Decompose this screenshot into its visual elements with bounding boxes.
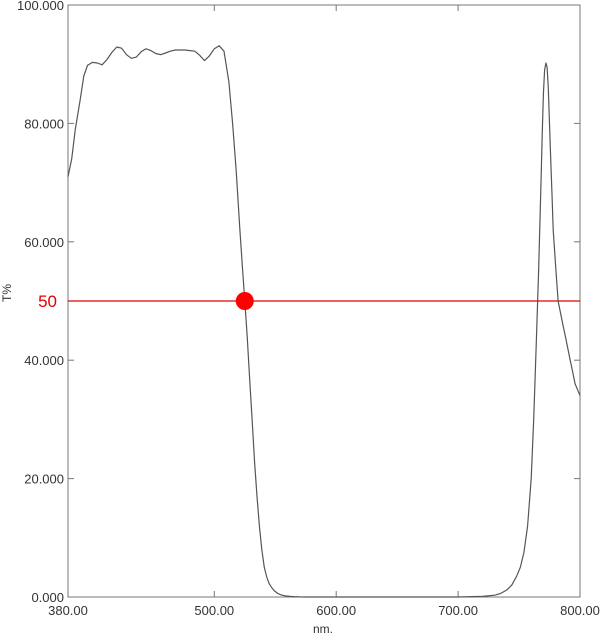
y-tick-label: 0.000 — [31, 590, 64, 605]
y-axis-title: T% — [0, 284, 14, 302]
x-tick-label: 600.00 — [316, 603, 356, 618]
y-tick-label: 100.000 — [17, 0, 64, 13]
x-tick-label: 800.00 — [560, 603, 600, 618]
y-tick-label: 60.000 — [24, 235, 64, 250]
x-axis-title: nm. — [313, 622, 333, 634]
series-line-transmission — [67, 45, 581, 598]
x-tick-label: 500.00 — [194, 603, 234, 618]
axis-ticks — [67, 4, 581, 598]
y-tick-label: 40.000 — [24, 353, 64, 368]
y-tick-label: 20.000 — [24, 472, 64, 487]
marker-point — [235, 292, 254, 310]
x-tick-label: 700.00 — [438, 603, 478, 618]
axis-tick-labels: 380.00 500.00 600.00 700.00 800.00 0.000 20.00… — [17, 0, 600, 618]
y-tick-label: 80.000 — [24, 116, 64, 131]
x-tick-label: 380.00 — [48, 603, 88, 618]
reference-line-label: 50 — [38, 292, 57, 311]
